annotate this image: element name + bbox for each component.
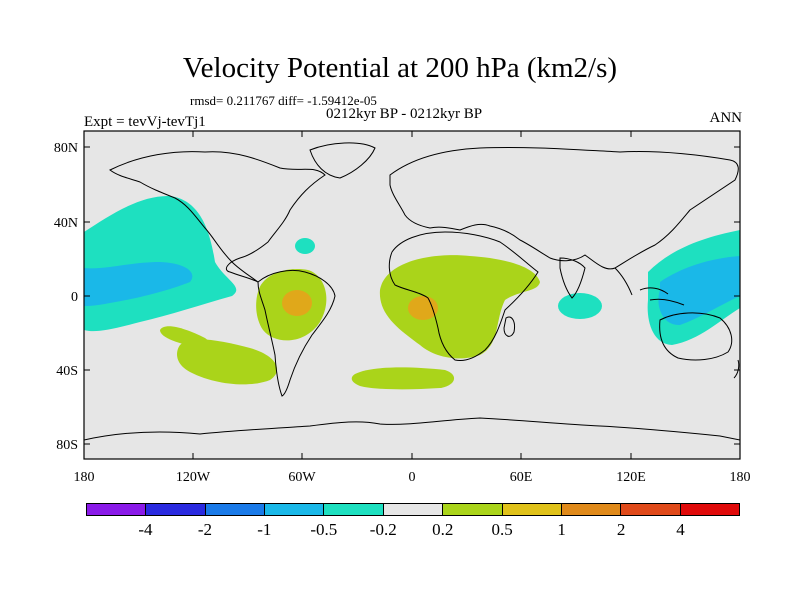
coastline-madagascar xyxy=(503,316,515,337)
colorbar-label: 4 xyxy=(676,520,685,539)
period-label: 0212kyr BP - 0212kyr BP xyxy=(325,106,483,122)
colorbar-swatch xyxy=(324,504,384,515)
axis-ticks xyxy=(83,131,741,459)
coastline-australia xyxy=(659,312,733,361)
region-south-pacific-strip xyxy=(160,326,211,349)
lon-label-180w: 180 xyxy=(74,470,95,485)
colorbar-label: -0.5 xyxy=(310,520,338,539)
colorbar-swatch xyxy=(205,504,266,515)
colorbar-swatch xyxy=(87,504,147,515)
coastline-antarctica xyxy=(84,417,740,441)
colorbar-label: -2 xyxy=(197,520,212,539)
region-west-pacific-dark xyxy=(658,256,740,326)
lon-label-180e: 180 xyxy=(730,470,751,485)
region-south-atlantic-band xyxy=(177,339,278,385)
colorbar-swatch xyxy=(502,504,562,515)
rmsd-diff-stats: rmsd= 0.211767 diff= -1.59412e-05 xyxy=(190,93,377,108)
lat-label-80n: 80N xyxy=(54,141,78,156)
colorbar-label: -1 xyxy=(257,520,272,539)
region-congo-core xyxy=(408,296,438,320)
lat-label-80s: 80S xyxy=(56,438,78,453)
coastline-southeast-asia xyxy=(614,267,685,306)
coastline-eurasia xyxy=(389,146,739,270)
colorbar-label: 1 xyxy=(557,520,566,539)
experiment-label: Expt = tevVj-tevTj1 xyxy=(84,114,206,130)
colorbar-swatch xyxy=(621,504,681,515)
lon-label-120e: 120E xyxy=(616,470,646,485)
lon-label-60w: 60W xyxy=(288,470,316,485)
colorbar-swatch xyxy=(383,504,444,515)
coastline-north-america xyxy=(109,151,326,283)
region-africa xyxy=(379,255,540,359)
lon-label-120w: 120W xyxy=(176,470,211,485)
lat-label-40n: 40N xyxy=(54,216,78,231)
lon-label-60e: 60E xyxy=(510,470,533,485)
colorbar-swatch xyxy=(561,504,622,515)
coastline-south-america xyxy=(257,269,336,397)
coastline-greenland xyxy=(309,142,376,179)
colorbar xyxy=(86,503,740,516)
colorbar-label: 2 xyxy=(616,520,626,539)
region-amazon-core xyxy=(282,290,312,316)
map-title: Velocity Potential at 200 hPa (km2/s) xyxy=(182,52,618,84)
region-south-atlantic-small xyxy=(351,367,455,390)
colorbar-swatch xyxy=(146,504,206,515)
contour-fill xyxy=(84,195,740,390)
lon-label-0: 0 xyxy=(409,470,416,485)
colorbar-label: 0.5 xyxy=(491,520,513,539)
lat-label-0: 0 xyxy=(71,290,78,305)
colorbar-swatch xyxy=(443,504,503,515)
region-atlantic-small xyxy=(295,238,315,254)
lat-label-40s: 40S xyxy=(56,364,78,379)
coastline-africa xyxy=(388,231,539,361)
colorbar-label: 0.2 xyxy=(432,520,454,539)
coastlines xyxy=(84,142,740,441)
coastline-india xyxy=(559,257,586,299)
colorbar-swatch xyxy=(680,504,739,515)
colorbar-label: -4 xyxy=(138,520,153,539)
season-label: ANN xyxy=(709,110,743,126)
colorbar-swatch xyxy=(265,504,325,515)
colorbar-label: -0.2 xyxy=(369,520,397,539)
region-indian-ocean xyxy=(558,293,602,319)
region-east-pacific-dark xyxy=(84,262,193,306)
